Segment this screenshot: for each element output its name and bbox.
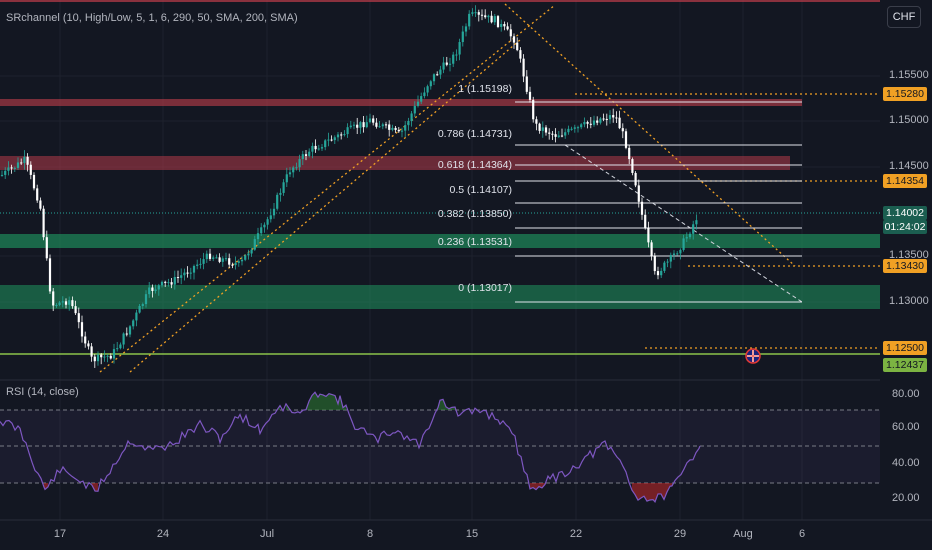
time-axis-label: 6 xyxy=(798,528,806,540)
price-tag-support: 1.13430 xyxy=(883,259,927,273)
resistance-zone-top xyxy=(0,99,802,106)
price-tag-support-line: 1.12437 xyxy=(883,358,927,372)
rsi-overbought-fill xyxy=(278,392,475,410)
time-axis-label: 24 xyxy=(156,528,170,540)
price-axis-label: 1.15000 xyxy=(889,114,929,126)
uk-flag-icon[interactable] xyxy=(745,348,761,364)
fib-label-0786: 0.786 (1.14731) xyxy=(438,128,512,140)
price-axis-label: 1.13500 xyxy=(889,249,929,261)
rsi-oversold-fill xyxy=(44,483,672,502)
bar-countdown: 01:24:02 xyxy=(883,220,927,234)
price-tag-low: 1.12500 xyxy=(883,341,927,355)
candlestick-series xyxy=(0,5,698,368)
fib-label-0618: 0.618 (1.14364) xyxy=(438,159,512,171)
time-axis-label: Jul xyxy=(259,528,275,540)
price-axis-label: 1.13000 xyxy=(889,295,929,307)
time-axis-label: 29 xyxy=(673,528,687,540)
rsi-line xyxy=(0,391,701,503)
price-tag-resistance: 1.15280 xyxy=(883,87,927,101)
time-axis-label: 15 xyxy=(465,528,479,540)
fib-label-1: 1 (1.15198) xyxy=(458,83,512,95)
downtrend-line xyxy=(504,3,796,267)
fib-label-05: 0.5 (1.14107) xyxy=(450,184,512,196)
fib-label-0236: 0.236 (1.13531) xyxy=(438,236,512,248)
price-axis-label: 1.15500 xyxy=(889,69,929,81)
currency-button[interactable]: CHF xyxy=(887,6,921,28)
time-axis-label: 22 xyxy=(569,528,583,540)
fib-label-0: 0 (1.13017) xyxy=(458,282,512,294)
rsi-axis-label: 40.00 xyxy=(892,457,920,469)
current-price-tag: 1.14002 xyxy=(883,206,927,220)
indicator-legend[interactable]: SRchannel (10, High/Low, 5, 1, 6, 290, 5… xyxy=(6,12,298,24)
time-axis-label: 17 xyxy=(53,528,67,540)
rsi-band xyxy=(0,410,880,483)
time-axis-label: Aug xyxy=(733,528,753,540)
dashed-trend-line-white xyxy=(564,144,803,303)
support-zone-upper xyxy=(0,234,880,248)
rsi-axis-label: 60.00 xyxy=(892,421,920,433)
price-tag-fib-level: 1.14354 xyxy=(883,174,927,188)
rsi-axis-label: 80.00 xyxy=(892,388,920,400)
resistance-zone-mid xyxy=(0,156,790,170)
time-axis-label: 8 xyxy=(366,528,374,540)
support-zone-lower xyxy=(0,285,880,309)
fib-label-0382: 0.382 (1.13850) xyxy=(438,208,512,220)
rsi-axis-label: 20.00 xyxy=(892,492,920,504)
rsi-legend[interactable]: RSI (14, close) xyxy=(6,386,79,398)
channel-line-lower xyxy=(129,39,521,373)
price-axis-label: 1.14500 xyxy=(889,160,929,172)
